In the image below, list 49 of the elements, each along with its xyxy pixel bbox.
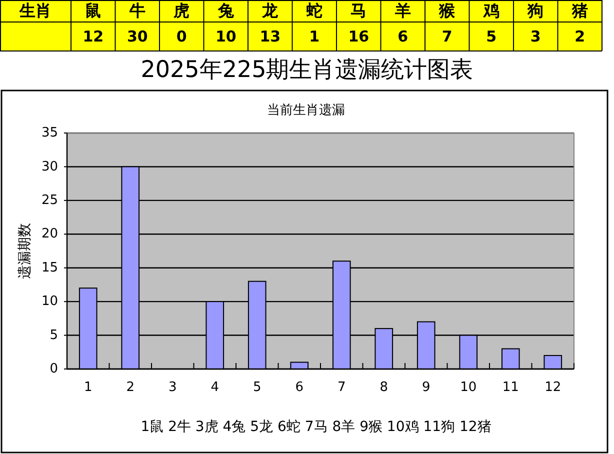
data-label: 13 — [260, 28, 281, 46]
y-axis-title: 遗漏期数 — [16, 223, 33, 279]
data-label: 10 — [215, 28, 236, 46]
category-label: 猴 — [438, 1, 456, 20]
data-label: 16 — [348, 28, 370, 46]
y-tick-label: 15 — [41, 260, 58, 276]
category-label: 鸡 — [482, 1, 500, 20]
x-tick-label: 2 — [126, 380, 135, 395]
data-label: 1 — [309, 28, 320, 46]
x-tick-label: 8 — [380, 380, 388, 395]
category-label: 虎 — [172, 1, 190, 20]
category-label: 狗 — [526, 1, 544, 20]
y-tick-label: 35 — [41, 126, 58, 141]
text: 生肖 — [18, 1, 52, 20]
data-label: 7 — [442, 28, 452, 46]
x-tick-label: 7 — [337, 380, 346, 395]
data-label: 30 — [126, 28, 148, 46]
x-tick-label: 12 — [544, 380, 562, 395]
chart-subtitle: 当前生肖遗漏 — [267, 102, 345, 118]
data-label: 0 — [176, 28, 187, 46]
x-tick-label: 4 — [210, 380, 220, 395]
text: 1鼠 2牛 3虎 4兔 5龙 6蛇 7马 8羊 9猴 10鸡 11狗 12猪 — [140, 418, 492, 435]
category-label: 马 — [350, 1, 367, 20]
data-label: 2 — [574, 28, 586, 46]
category-label: 鼠 — [85, 1, 102, 20]
y-tick-label: 5 — [50, 328, 58, 343]
x-tick-label: 1 — [84, 380, 92, 395]
y-tick-label: 30 — [41, 159, 58, 174]
y-tick-label: 20 — [41, 226, 58, 242]
data-label: 6 — [398, 28, 408, 46]
x-tick-label: 10 — [460, 380, 477, 395]
x-tick-label: 3 — [168, 380, 177, 395]
category-label: 羊 — [394, 1, 411, 20]
y-tick-label: 0 — [50, 362, 58, 377]
chart-title: 2025年225期生肖遗漏统计图表 — [140, 57, 474, 84]
data-label: 3 — [530, 28, 541, 46]
data-label: 12 — [82, 28, 104, 46]
category-label: 兔 — [216, 1, 235, 20]
x-tick-label: 6 — [295, 380, 304, 395]
category-label: 牛 — [128, 1, 146, 20]
data-label: 5 — [486, 28, 497, 46]
y-tick-label: 25 — [41, 192, 58, 208]
x-tick-label: 5 — [252, 380, 262, 395]
category-label: 蛇 — [305, 1, 322, 20]
x-tick-label: 9 — [422, 380, 430, 395]
x-tick-label: 11 — [502, 380, 519, 395]
category-label: 龙 — [261, 1, 280, 20]
category-label: 猪 — [570, 1, 588, 20]
y-tick-label: 10 — [41, 294, 58, 310]
